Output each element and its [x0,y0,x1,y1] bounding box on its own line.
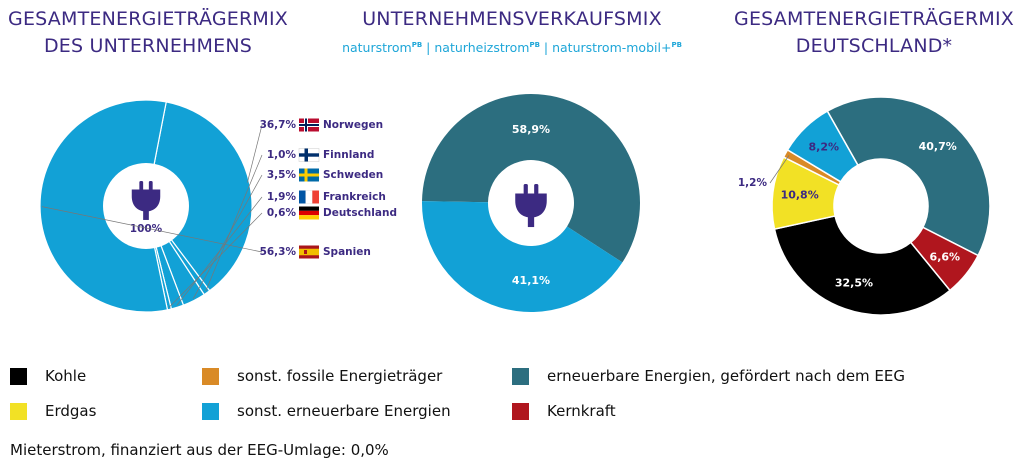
country-label-finnland: Finnland [323,149,374,161]
legend-swatch-erneuerbar [202,402,219,420]
legend-label-kohle: Kohle [45,367,87,385]
legend-item-kohle: Kohle [10,367,86,385]
spain-flag-icon [299,245,319,259]
title-left-line-1: GESAMTENERGIETRÄGERMIX [8,8,288,30]
subtitle-sup-1: PB [411,40,423,49]
leader-line-finnland [205,154,263,292]
plug-icon [515,184,547,228]
finland-flag-icon [298,148,320,162]
title-middle-line-1: UNTERNEHMENSVERKAUFSMIX [362,8,662,30]
country-label-norwegen: Norwegen [323,119,383,131]
country-label-frankreich: Frankreich [323,191,386,203]
legend-swatch-kohle [10,367,27,385]
leader-line-fossil [769,155,790,184]
value-label-eeg: 58,9% [512,123,550,136]
value-label-kernkraft: 6,6% [930,250,961,263]
leader-line-frankreich [176,196,263,306]
chart-title-middle: UNTERNEHMENSVERKAUFSMIX [330,6,694,33]
value-label-erneuerbar: 41,1% [512,274,550,287]
legend-label-erdgas: Erdgas [45,402,97,420]
value-label-frankreich: 1,9% [267,191,297,203]
value-label-fossil: 1,2% [738,177,768,189]
country-label-schweden: Schweden [323,169,383,181]
value-label-norwegen: 36,7% [260,119,297,131]
value-label-schweden: 3,5% [267,169,297,181]
subtitle-sep-1: | [422,40,435,55]
legend-swatch-erdgas [10,402,27,420]
center-label-total: 100% [130,223,163,235]
sweden-flag-icon [299,168,319,182]
title-left-line-2: DES UNTERNEHMENS [43,35,253,57]
chart-title-right: GESAMTENERGIETRÄGERMIX DEUTSCHLAND* [724,6,1024,60]
plug-icon [131,181,161,220]
subtitle-part-3: naturstrom-mobil+ [552,40,672,55]
subtitle-sup-3: PB [671,40,682,49]
pie-slice-erneuerbar [422,201,623,312]
legend-item-fossil: sonst. fossile Energieträger [202,367,442,385]
value-label-erdgas: 10,8% [781,189,819,202]
title-right-line-1: GESAMTENERGIETRÄGERMIX [734,8,1014,30]
pie-slice-kohle [773,215,951,316]
subtitle-sep-2: | [539,40,553,55]
legend-swatch-eeg [512,367,529,385]
leader-line-schweden [192,174,263,299]
legend-item-eeg: erneuerbare Energien, gefördert nach dem… [512,367,905,385]
pie-slice-erneuerbar [786,110,859,183]
subtitle-part-1: naturstrom [342,40,412,55]
subtitle-part-2: naturheizstrom [434,40,530,55]
value-label-spanien: 56,3% [260,246,297,258]
leader-line-spanien [41,206,263,253]
value-label-eeg: 40,7% [919,140,957,153]
value-label-erneuerbar: 8,2% [809,140,840,153]
legend-swatch-fossil [202,367,219,385]
pie-slice-eeg [826,96,991,257]
legend-item-erdgas: Erdgas [10,402,96,420]
france-flag-icon [299,190,319,204]
legend-label-kernkraft: Kernkraft [547,402,616,420]
germany-flag-icon [299,206,319,220]
legend-item-kernkraft: Kernkraft [512,402,616,420]
legend-label-erneuerbar: sonst. erneuerbare Energien [237,402,451,420]
title-right-line-2: DEUTSCHLAND* [795,35,953,57]
chart-subtitle-middle: naturstromPB | naturheizstromPB | naturs… [330,40,694,55]
country-label-spanien: Spanien [323,246,371,258]
country-label-deutschland: Deutschland [323,207,397,219]
value-label-kohle: 32,5% [835,276,873,289]
chart-title-left: GESAMTENERGIETRÄGERMIX DES UNTERNEHMENS [0,6,296,60]
value-label-deutschland: 0,6% [267,207,297,219]
pie-slice-eeg [422,93,640,263]
legend-label-eeg: erneuerbare Energien, gefördert nach dem… [547,367,906,385]
leader-line-norwegen [247,124,263,183]
legend-label-fossil: sonst. fossile Energieträger [237,367,443,385]
legend-swatch-kernkraft [512,402,529,420]
subtitle-sup-2: PB [529,40,540,49]
footnote: Mieterstrom, finanziert aus der EEG-Umla… [10,441,389,459]
norway-flag-icon [299,118,319,132]
leader-line-deutschland [168,212,263,308]
value-label-finnland: 1,0% [267,149,297,161]
legend-item-erneuerbar: sonst. erneuerbare Energien [202,402,451,420]
